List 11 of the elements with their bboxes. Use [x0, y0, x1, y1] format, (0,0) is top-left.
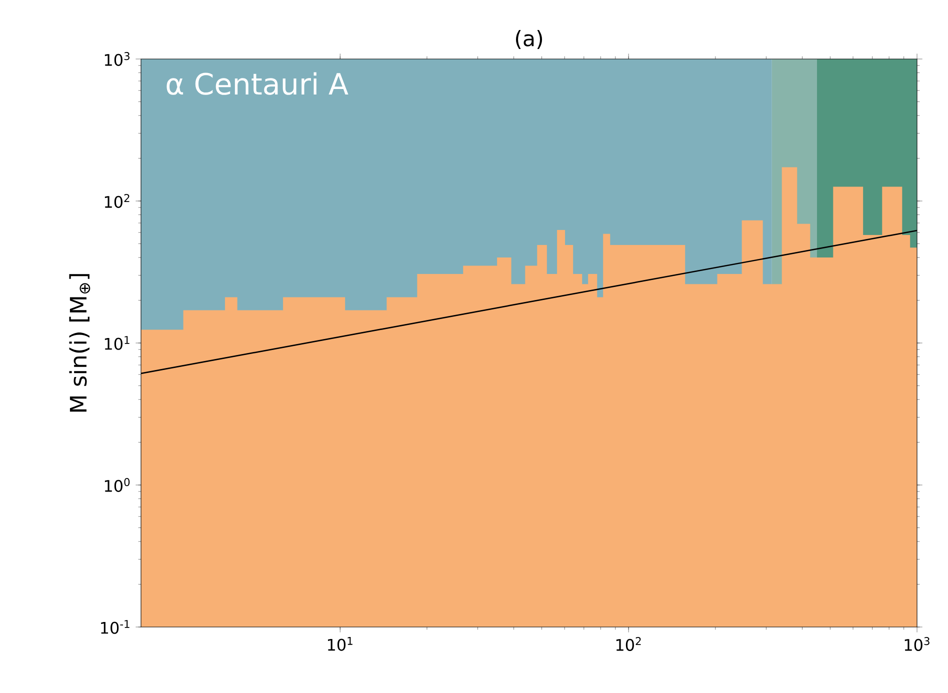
- y-tick-label: 10$^{1}$: [104, 336, 130, 350]
- annotation: α Centauri A: [166, 72, 348, 95]
- y-axis-title: M sin(i) [M$_{⊕}$]: [69, 274, 90, 412]
- y-tick-label: 10$^{0}$: [104, 478, 130, 492]
- y-tick-label: 10$^{3}$: [104, 52, 130, 66]
- y-tick-label: 10$^{2}$: [104, 194, 130, 208]
- x-tick-label: 10$^{1}$: [328, 637, 352, 651]
- chart-title: (a): [516, 30, 542, 49]
- y-tick-label: 10$^{-1}$: [101, 620, 130, 634]
- x-tick-label: 10$^{3}$: [904, 637, 930, 651]
- x-tick-label: 10$^{2}$: [616, 637, 641, 651]
